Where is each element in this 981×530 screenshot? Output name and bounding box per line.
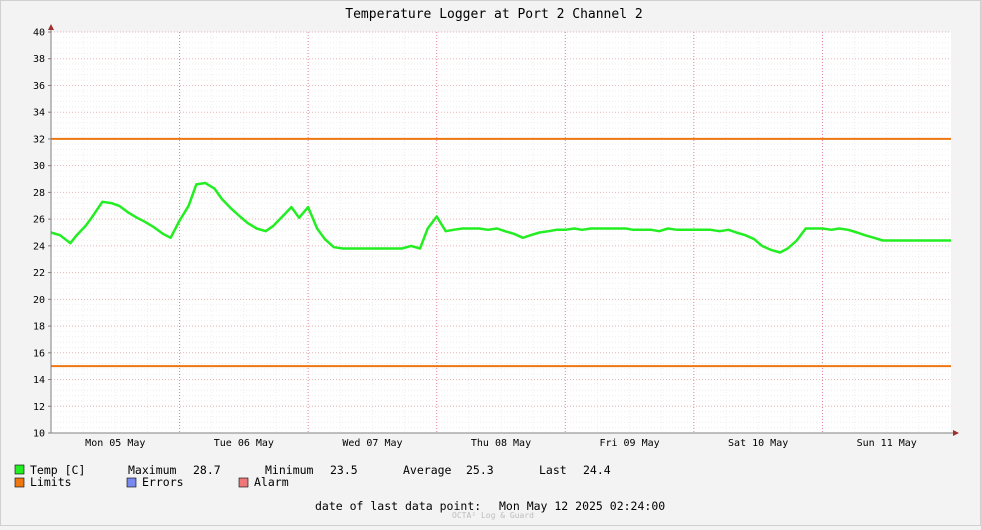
legend-swatch-temp [14, 464, 25, 475]
legend-swatch-alarm [238, 477, 249, 488]
last-data-point-value: Mon May 12 2025 02:24:00 [499, 499, 665, 513]
chart-title: Temperature Logger at Port 2 Channel 2 [345, 7, 642, 22]
y-tick-label: 16 [33, 348, 45, 359]
y-tick-label: 40 [33, 28, 45, 39]
x-tick-label: Fri 09 May [599, 438, 659, 449]
legend-last-label: Last [539, 463, 567, 477]
legend-maximum-label: Maximum [128, 463, 177, 477]
series-temp-line [50, 181, 951, 254]
grid-major-vertical [179, 32, 823, 433]
y-tick-label: 10 [33, 429, 45, 440]
x-tick-label: Mon 05 May [85, 438, 145, 449]
y-tick-labels: 10 12 14 16 18 20 22 24 26 28 30 32 34 36 38 40 [33, 28, 45, 440]
y-tick-label: 12 [33, 402, 45, 413]
x-tick-labels: Mon 05 May Tue 06 May Wed 07 May Thu 08 May… [85, 438, 917, 449]
x-tick-label: Wed 07 May [342, 438, 402, 449]
x-axis-arrow [953, 430, 959, 436]
legend-average-value: 25.3 [466, 463, 494, 477]
axes [48, 24, 959, 436]
y-axis-arrow [48, 24, 54, 30]
y-tick-label: 26 [33, 215, 45, 226]
x-tick-label: Sun 11 May [857, 438, 917, 449]
legend-label-limits: Limits [30, 475, 72, 489]
legend-maximum-value: 28.7 [193, 463, 221, 477]
y-tick-label: 36 [33, 81, 45, 92]
legend-label-errors: Errors [142, 475, 184, 489]
credit-text: OCTA² Log & Guard [452, 511, 534, 520]
y-tick-label: 30 [33, 161, 45, 172]
legend-average-label: Average [403, 463, 452, 477]
x-tick-label: Tue 06 May [214, 438, 274, 449]
y-tick-label: 24 [33, 241, 45, 252]
x-tick-label: Sat 10 May [728, 438, 788, 449]
last-data-point-label: date of last data point: [315, 499, 481, 513]
legend-label-temp: Temp [C] [30, 463, 85, 477]
legend-swatch-errors [126, 477, 137, 488]
y-tick-label: 32 [33, 134, 45, 145]
legend-label-alarm: Alarm [254, 475, 289, 489]
grid-minor-vertical [82, 32, 920, 433]
legend-minimum-label: Minimum [265, 463, 314, 477]
y-tick-label: 22 [33, 268, 45, 279]
legend-swatch-limits [14, 477, 25, 488]
y-tick-label: 20 [33, 295, 45, 306]
y-tick-label: 34 [33, 108, 45, 119]
legend-minimum-value: 23.5 [330, 463, 358, 477]
y-tick-label: 28 [33, 188, 45, 199]
legend-last-value: 24.4 [583, 463, 611, 477]
y-tick-label: 38 [33, 54, 45, 65]
x-tick-label: Thu 08 May [471, 438, 531, 449]
y-tick-label: 14 [33, 375, 45, 386]
legend: Temp [C] Maximum 28.7 Minimum 23.5 Avera… [14, 463, 611, 489]
y-tick-label: 18 [33, 322, 45, 333]
